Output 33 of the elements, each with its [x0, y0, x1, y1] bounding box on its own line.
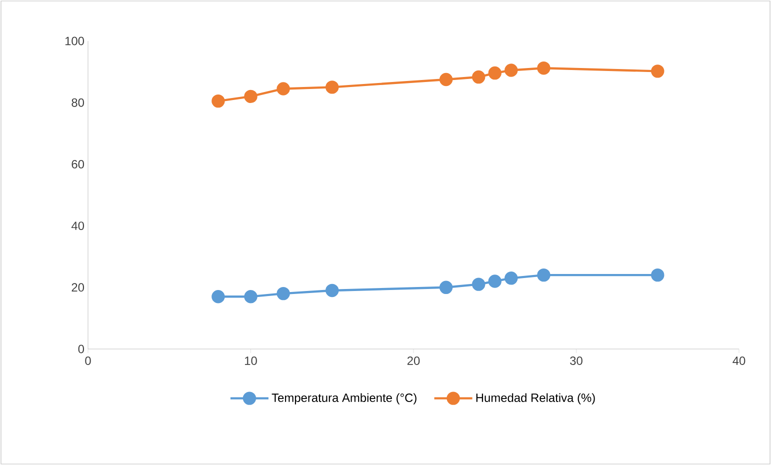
point	[212, 94, 225, 108]
y-tick-label: 20	[72, 283, 84, 292]
point	[537, 268, 550, 282]
point	[326, 80, 339, 94]
point	[244, 290, 258, 304]
point	[488, 274, 502, 288]
point	[212, 290, 225, 304]
point	[439, 72, 453, 86]
x-tick-label: 30	[570, 356, 582, 365]
y-tick-label: 100	[65, 36, 84, 46]
point	[504, 64, 518, 77]
x-tick-label: 10	[245, 356, 257, 365]
point	[488, 66, 502, 80]
y-tick-label: 0	[78, 344, 84, 354]
legend-label: Temperatura Ambiente (°C)	[272, 393, 416, 404]
point	[326, 284, 339, 298]
point	[276, 286, 290, 300]
point	[472, 278, 486, 291]
point	[651, 64, 664, 78]
x-tick-label: 0	[85, 356, 91, 365]
legend-label: Humedad Relativa (%)	[476, 393, 595, 404]
x-tick-label: 20	[407, 356, 420, 365]
point	[439, 280, 453, 294]
point	[537, 62, 550, 75]
x-tick-label: 40	[732, 356, 746, 365]
point	[276, 82, 290, 96]
point	[244, 90, 258, 104]
point	[504, 272, 518, 285]
point	[651, 268, 664, 282]
y-tick-label: 40	[71, 222, 84, 230]
y-tick-label: 80	[72, 98, 84, 107]
y-tick-label: 60	[72, 160, 84, 168]
point	[472, 70, 486, 84]
